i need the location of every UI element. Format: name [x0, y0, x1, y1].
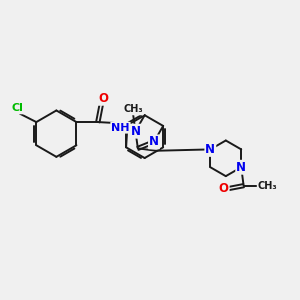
Text: NH: NH — [111, 123, 130, 133]
Text: N: N — [149, 135, 159, 148]
Text: O: O — [98, 92, 108, 105]
Text: CH₃: CH₃ — [123, 104, 143, 115]
Text: N: N — [236, 161, 246, 174]
Text: Cl: Cl — [12, 103, 23, 113]
Text: N: N — [130, 125, 140, 138]
Text: N: N — [205, 143, 215, 156]
Text: O: O — [219, 182, 229, 195]
Text: CH₃: CH₃ — [258, 181, 277, 191]
